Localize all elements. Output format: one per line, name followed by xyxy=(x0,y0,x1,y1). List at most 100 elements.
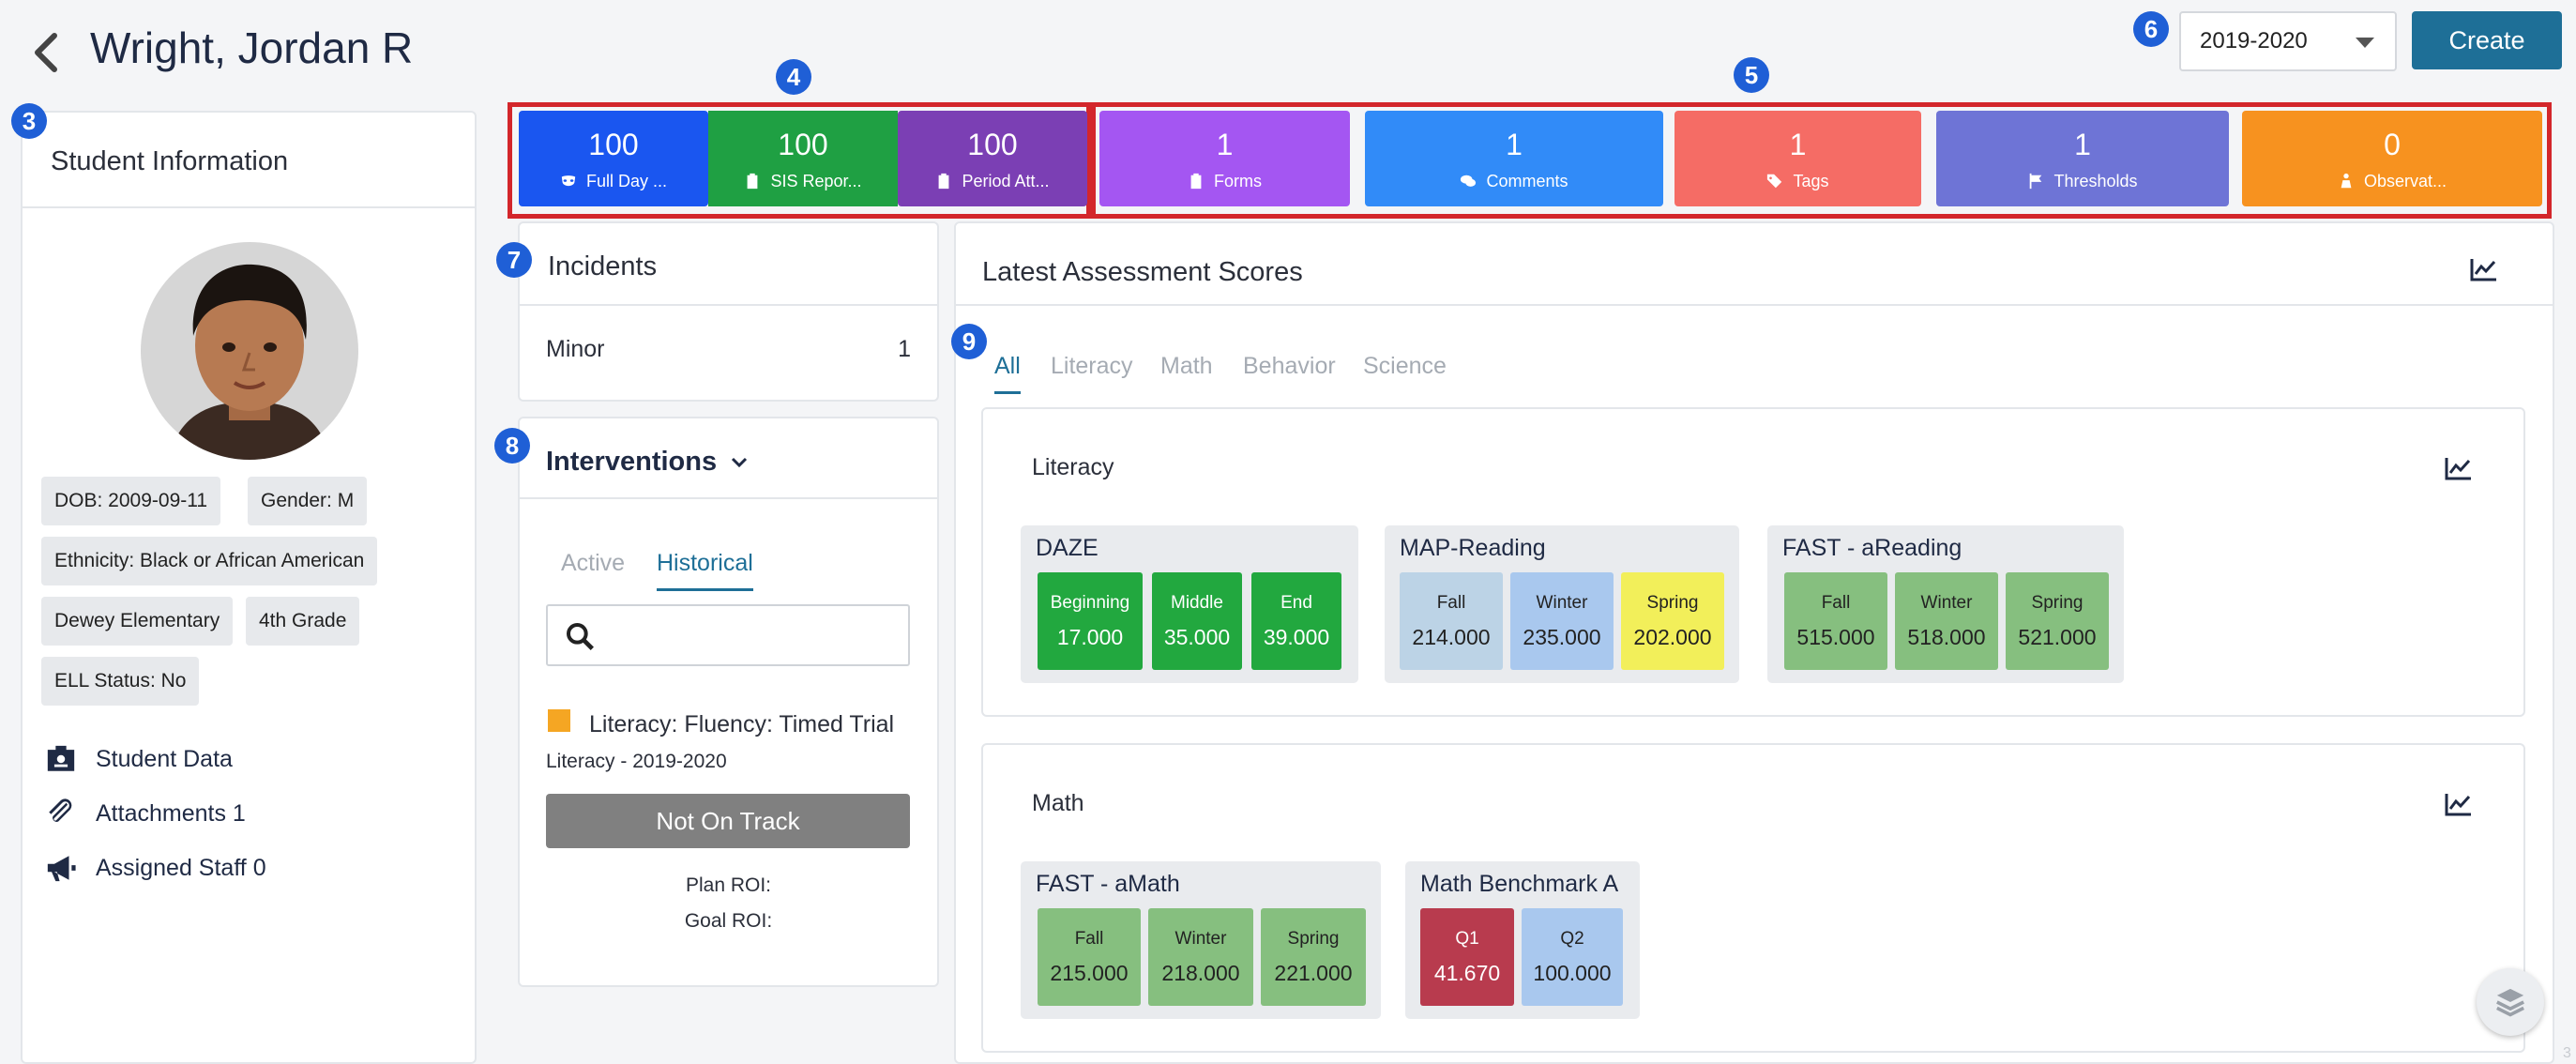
divider xyxy=(520,304,937,306)
tab-all[interactable]: All xyxy=(994,353,1021,394)
assigned-staff-label: Assigned Staff 0 xyxy=(96,854,266,881)
divider xyxy=(520,497,937,499)
year-select[interactable]: 2019-2020 xyxy=(2179,11,2397,71)
literacy-title: Literacy xyxy=(1032,454,1114,480)
group-title: FAST - aReading xyxy=(1782,535,1962,561)
tab-active[interactable]: Active xyxy=(561,550,626,576)
intervention-title[interactable]: Literacy: Fluency: Timed Trial xyxy=(589,711,895,737)
assessment-group-map-reading: MAP-Reading Fall 214.000 Winter 235.000 Sp… xyxy=(1385,525,1739,683)
score-label: Winter xyxy=(1536,592,1588,613)
chevron-down-icon xyxy=(732,457,748,467)
student-data-link[interactable]: Student Data xyxy=(45,743,233,775)
interventions-toggle[interactable]: Interventions xyxy=(546,447,749,478)
intervention-search[interactable] xyxy=(546,604,910,666)
tab-behavior[interactable]: Behavior xyxy=(1243,353,1336,379)
assessment-group-fast-areading: FAST - aReading Fall 515.000 Winter 518.00… xyxy=(1767,525,2124,683)
incident-type-label: Minor xyxy=(546,336,605,362)
plan-roi-label: Plan ROI: xyxy=(685,874,772,896)
metric-forms[interactable]: 1 Forms xyxy=(1099,111,1350,206)
metric-value: 1 xyxy=(1506,127,1523,161)
attachments-link[interactable]: Attachments 1 xyxy=(45,798,246,829)
score-cell[interactable]: Q2 100.000 xyxy=(1522,908,1623,1006)
metric-value: 100 xyxy=(967,127,1018,161)
score-cell[interactable]: Fall 515.000 xyxy=(1784,572,1887,670)
tab-math[interactable]: Math xyxy=(1160,353,1213,379)
metric-label: Thresholds xyxy=(2053,171,2138,190)
ethnicity-tag: Ethnicity: Black or African American xyxy=(41,537,378,585)
metric-value: 1 xyxy=(1789,127,1807,161)
math-section: Math FAST - aMath Fall 215.000 Winter 218.… xyxy=(981,743,2525,1053)
score-cell[interactable]: Middle 35.000 xyxy=(1152,572,1242,670)
comments-icon xyxy=(1461,175,1477,187)
score-label: End xyxy=(1280,592,1312,613)
intervention-status-badge: Not On Track xyxy=(546,794,910,848)
score-value: 39.000 xyxy=(1263,624,1330,649)
back-button[interactable] xyxy=(28,28,66,77)
metric-label: SIS Repor... xyxy=(770,171,862,190)
interventions-heading: Interventions xyxy=(546,447,718,477)
mask-icon xyxy=(561,175,576,187)
assigned-staff-link[interactable]: Assigned Staff 0 xyxy=(45,852,266,884)
assessment-group-fast-amath: FAST - aMath Fall 215.000 Winter 218.000 S… xyxy=(1021,861,1381,1019)
tab-literacy[interactable]: Literacy xyxy=(1051,353,1133,379)
score-cell[interactable]: Q1 41.670 xyxy=(1420,908,1514,1006)
score-cell[interactable]: Spring 521.000 xyxy=(2006,572,2109,670)
score-value: 202.000 xyxy=(1633,624,1712,649)
score-cell[interactable]: Fall 215.000 xyxy=(1038,908,1141,1006)
student-info-heading: Student Information xyxy=(51,146,289,176)
score-value: 215.000 xyxy=(1050,960,1129,985)
score-value: 518.000 xyxy=(1907,624,1986,649)
score-label: Q2 xyxy=(1560,928,1584,949)
score-label: Winter xyxy=(1174,928,1227,949)
metric-value: 1 xyxy=(1216,127,1234,161)
search-input[interactable] xyxy=(604,614,899,659)
metric-thresholds[interactable]: 1 Thresholds xyxy=(1936,111,2229,206)
intervention-color-marker xyxy=(548,709,570,732)
metric-observations[interactable]: 0 Observat... xyxy=(2242,111,2542,206)
score-cell[interactable]: Beginning 17.000 xyxy=(1038,572,1143,670)
score-label: Fall xyxy=(1821,592,1851,613)
score-cell[interactable]: Winter 218.000 xyxy=(1148,908,1253,1006)
metric-period-attendance[interactable]: 100 Period Att... xyxy=(898,111,1087,206)
score-value: 221.000 xyxy=(1274,960,1353,985)
layers-icon xyxy=(2496,988,2524,1017)
score-cell[interactable]: Winter 235.000 xyxy=(1510,572,1614,670)
score-value: 100.000 xyxy=(1533,960,1612,985)
score-value: 214.000 xyxy=(1412,624,1491,649)
megaphone-icon xyxy=(47,856,76,882)
score-cell[interactable]: End 39.000 xyxy=(1251,572,1341,670)
metric-label: Observat... xyxy=(2363,171,2447,190)
metric-full-day[interactable]: 100 Full Day ... xyxy=(519,111,708,206)
score-label: Fall xyxy=(1436,592,1466,613)
person-icon xyxy=(2341,173,2352,189)
metric-comments[interactable]: 1 Comments xyxy=(1365,111,1663,206)
create-button[interactable]: Create xyxy=(2412,11,2562,69)
grade-tag: 4th Grade xyxy=(246,597,360,646)
score-cell[interactable]: Spring 202.000 xyxy=(1621,572,1724,670)
score-cell[interactable]: Winter 518.000 xyxy=(1895,572,1998,670)
attendance-highlight-box xyxy=(508,102,1091,219)
incidents-heading: Incidents xyxy=(548,251,658,281)
layers-fab-button[interactable] xyxy=(2477,968,2544,1036)
score-value: 35.000 xyxy=(1163,624,1231,649)
metric-tags[interactable]: 1 Tags xyxy=(1674,111,1921,206)
chart-line-icon[interactable] xyxy=(2445,456,2473,480)
assessment-group-daze: DAZE Beginning 17.000 Middle 35.000 End 39.… xyxy=(1021,525,1358,683)
divider xyxy=(23,206,475,208)
id-card-icon xyxy=(47,745,75,771)
metric-sis-report[interactable]: 100 SIS Repor... xyxy=(708,111,898,206)
group-title: MAP-Reading xyxy=(1400,535,1546,561)
tab-historical[interactable]: Historical xyxy=(657,550,753,591)
score-cell[interactable]: Fall 214.000 xyxy=(1400,572,1503,670)
group-title: FAST - aMath xyxy=(1036,871,1180,897)
interventions-card: Interventions Active Historical Literacy… xyxy=(518,417,939,987)
tab-science[interactable]: Science xyxy=(1363,353,1447,379)
score-label: Beginning xyxy=(1050,592,1130,613)
year-select-value: 2019-2020 xyxy=(2200,28,2308,53)
intervention-subtitle: Literacy - 2019-2020 xyxy=(546,751,727,772)
callout-badge: 6 xyxy=(2133,11,2169,47)
metric-value: 100 xyxy=(778,127,828,161)
chart-line-icon[interactable] xyxy=(2445,792,2473,816)
chart-line-icon[interactable] xyxy=(2470,257,2498,281)
score-cell[interactable]: Spring 221.000 xyxy=(1261,908,1366,1006)
